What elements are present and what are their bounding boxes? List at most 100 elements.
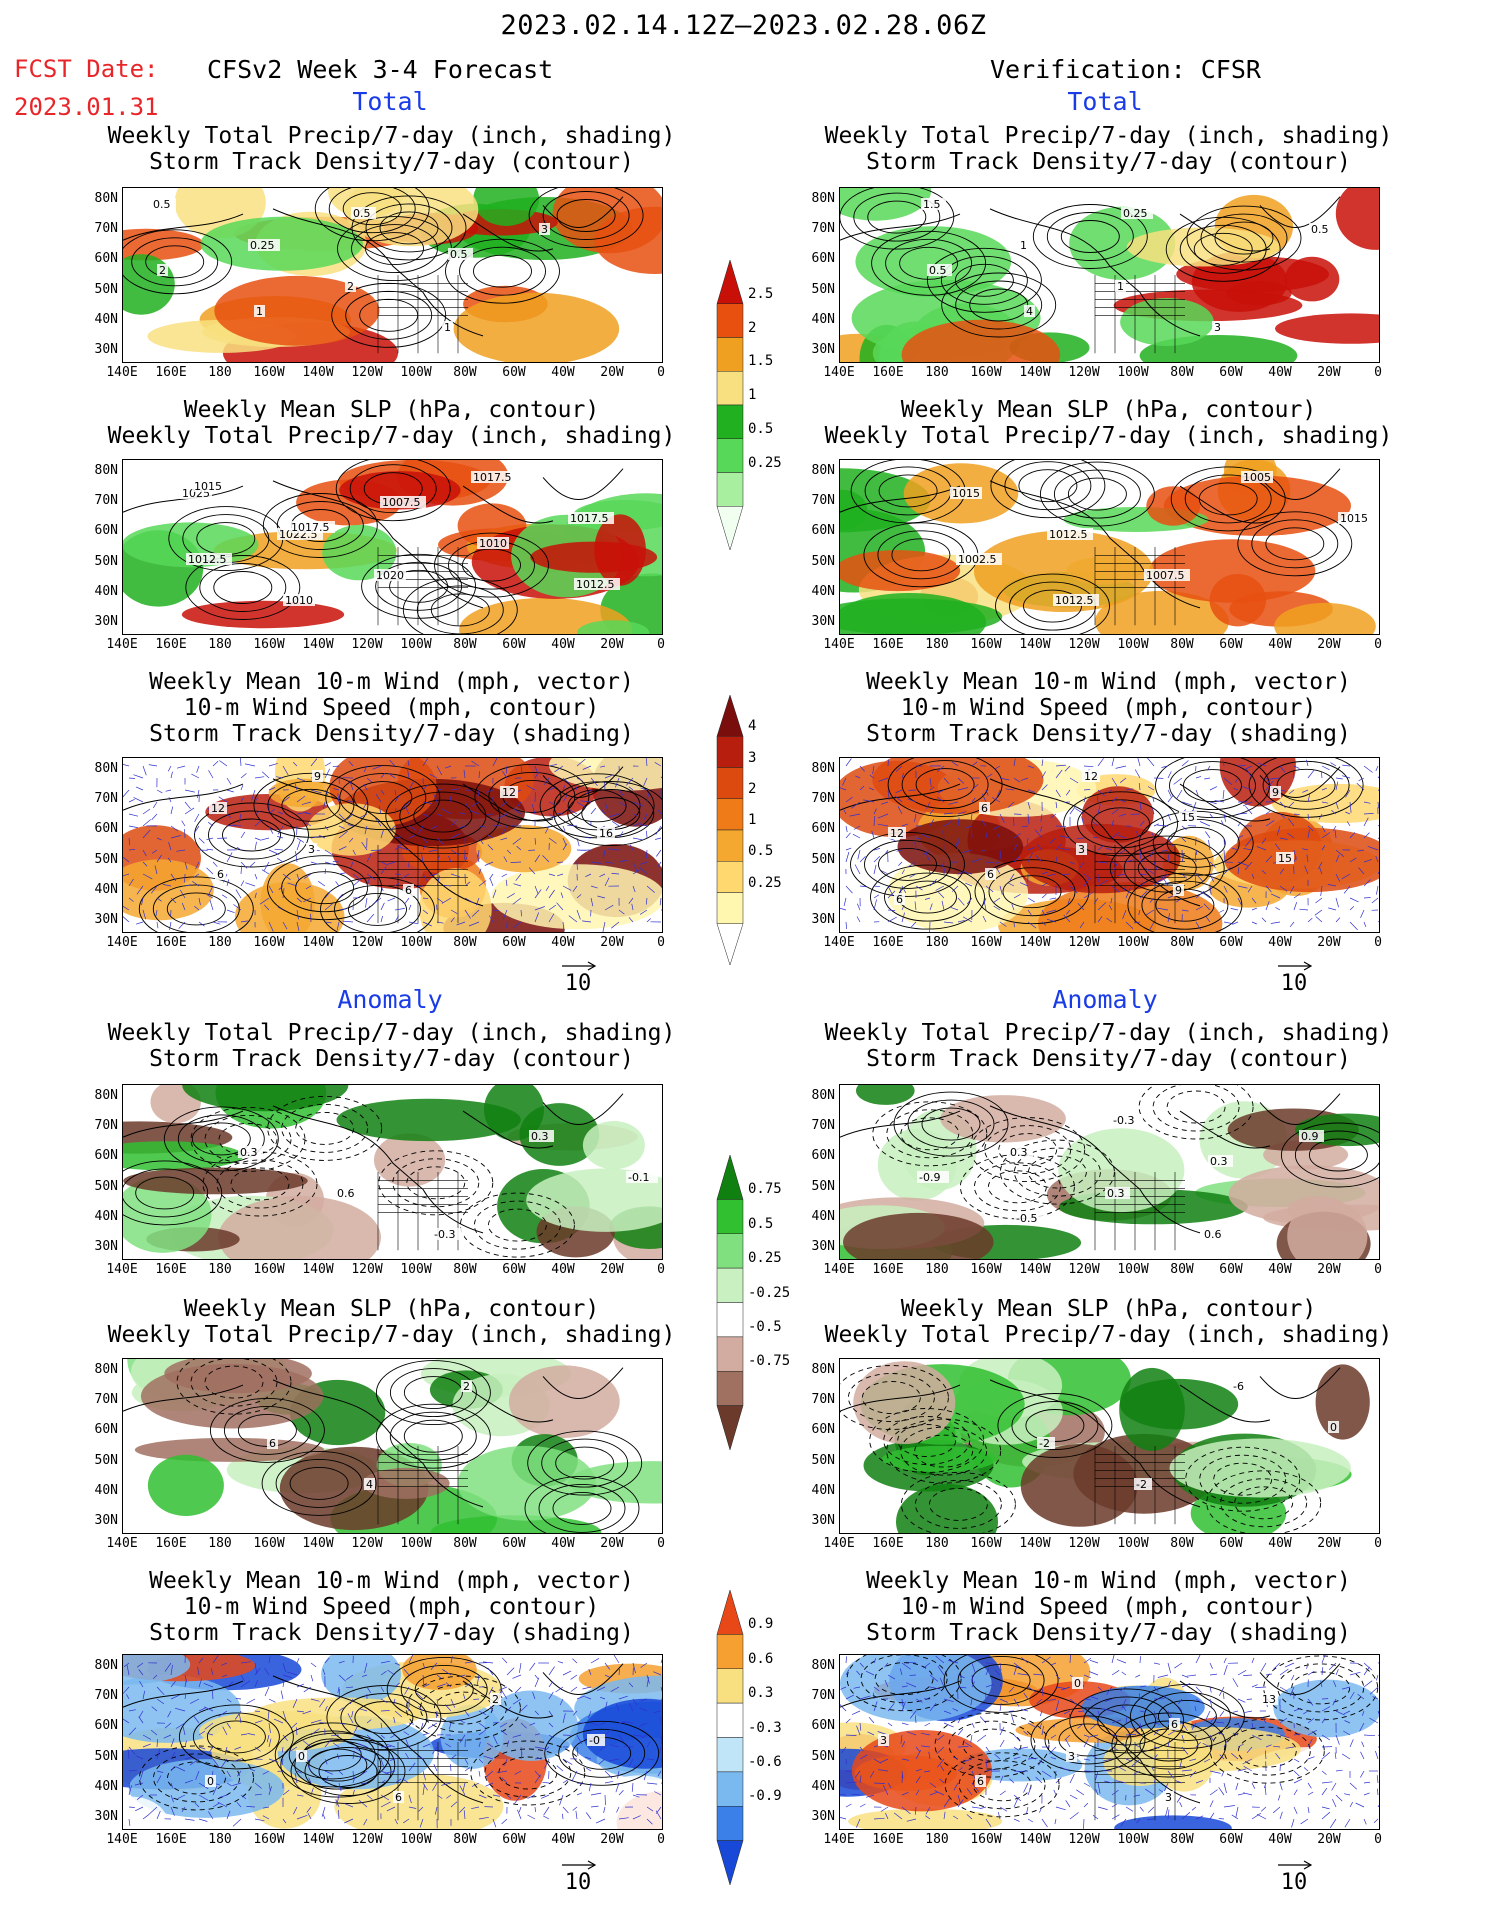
lat-label: 50N	[811, 1452, 835, 1468]
colorbar-label: 0.25	[748, 454, 782, 471]
shading-blob	[453, 292, 620, 362]
lon-label: 20W	[600, 1832, 624, 1847]
colorbar-swatch	[716, 829, 744, 862]
contour-label-bg	[345, 280, 356, 292]
lon-label: 120W	[351, 1262, 383, 1277]
coastline-outline	[123, 1367, 624, 1508]
lat-label: 30N	[811, 341, 835, 357]
contour-label-bg	[1163, 1791, 1174, 1803]
forecast-model-title: CFSv2 Week 3-4 Forecast	[207, 55, 554, 84]
colorbar-swatch	[716, 1840, 744, 1885]
lon-label: 120W	[351, 935, 383, 950]
colorbar-label: 0.5	[748, 1215, 774, 1232]
contour-label-bg	[374, 569, 406, 581]
lon-label: 40W	[551, 637, 575, 652]
panel-title-l_an_2-line1: Weekly Mean SLP (hPa, contour)	[183, 1296, 600, 1322]
contour-label: 1015	[952, 487, 980, 500]
vector-reference-arrow	[562, 961, 597, 971]
contour-label-bg	[950, 487, 982, 499]
lat-label: 80N	[94, 761, 118, 776]
lat-label: 60N	[811, 523, 835, 539]
contour-label-bg	[1066, 1750, 1077, 1762]
colorbar-label: 1.5	[748, 353, 774, 370]
lon-label: 160E	[155, 1262, 187, 1277]
lat-label: 60N	[811, 1718, 835, 1734]
lon-label: 140E	[823, 365, 855, 380]
us-state-boundaries	[1094, 547, 1185, 626]
lat-label: 40N	[811, 1482, 835, 1498]
contour-label-bg	[1309, 223, 1334, 235]
shading-blob	[234, 881, 345, 932]
lon-label: 160E	[872, 1536, 904, 1551]
shading-blob	[855, 226, 1012, 297]
lon-label: 80W	[453, 365, 477, 380]
contour-label: 9	[1272, 786, 1279, 799]
lon-label: 120W	[351, 1536, 383, 1551]
lon-label: 140E	[106, 1536, 138, 1551]
lon-label: 0	[1374, 1832, 1382, 1847]
lon-label: 160E	[155, 637, 187, 652]
contour-label: 0.3	[531, 1130, 549, 1143]
panel-title-l_an_3-line2: 10-m Wind Speed (mph, contour)	[183, 1594, 600, 1620]
lon-label: 60W	[502, 1832, 526, 1847]
contour-label: 0.5	[153, 198, 171, 211]
contour-label: 0.3	[1107, 1187, 1125, 1200]
coastline-outline	[840, 1093, 1341, 1234]
panel-title-l_pt_2-line1: Weekly Mean SLP (hPa, contour)	[183, 397, 600, 423]
contour-label: 3	[1078, 843, 1085, 856]
lat-label: 50N	[94, 1748, 118, 1764]
lon-label: 100W	[1117, 935, 1149, 950]
panel-title-r_pt_3-line2: 10-m Wind Speed (mph, contour)	[900, 695, 1317, 721]
lon-label: 0	[657, 637, 665, 652]
contour-label: -0.3	[434, 1228, 455, 1241]
colorbar-label: 0.5	[748, 420, 774, 437]
lon-label: 60W	[1219, 1536, 1243, 1551]
coastline-outline	[123, 1663, 624, 1804]
lon-label: 60W	[502, 1262, 526, 1277]
shading-blob	[872, 758, 1044, 815]
colorbar-swatch	[716, 1371, 744, 1406]
lon-label: 180	[925, 637, 949, 652]
contour-label-bg	[238, 1146, 263, 1158]
lon-label: 120W	[1068, 935, 1100, 950]
lon-label: 160E	[872, 365, 904, 380]
lon-label: 60W	[1219, 935, 1243, 950]
lon-label: 80W	[1170, 1536, 1194, 1551]
colorbar-swatch	[716, 1590, 744, 1635]
contour-label: 16	[599, 827, 613, 840]
lon-label: 120W	[351, 637, 383, 652]
lon-label: 20W	[600, 935, 624, 950]
lon-label: 0	[1374, 1536, 1382, 1551]
lon-label: 60W	[1219, 365, 1243, 380]
lat-label: 40N	[94, 583, 118, 599]
contour-label: 12	[1084, 770, 1098, 783]
colorbar-swatch	[716, 438, 744, 473]
lon-label: 40W	[551, 935, 575, 950]
lon-label: 180	[925, 1536, 949, 1551]
vector-reference-arrow	[1278, 961, 1313, 971]
lat-label: 30N	[811, 1808, 835, 1824]
lat-label: 50N	[94, 1452, 118, 1468]
contour-label-bg	[1115, 280, 1126, 292]
shading-blob	[402, 1655, 477, 1691]
lon-label: 120W	[1068, 1536, 1100, 1551]
contour-label-bg	[1134, 1478, 1152, 1490]
shading-blob	[1073, 1433, 1215, 1514]
contour-label-bg	[529, 1130, 554, 1142]
contour-label: 1.5	[923, 198, 941, 211]
contour-label-bg	[312, 770, 323, 782]
contour-label-bg	[192, 480, 224, 492]
colorbar-label: 0.6	[748, 1650, 774, 1667]
contour-label: 12	[502, 786, 516, 799]
shading-blob	[1169, 1438, 1351, 1498]
colorbar-label: 0.75	[748, 1181, 782, 1198]
lat-label: 30N	[811, 1238, 835, 1254]
lat-label: 40N	[811, 1208, 835, 1224]
colorbar-swatch	[716, 923, 744, 965]
map-panel-l_an_1: 0.3 0.6 -0.3 0.3 -0.1	[122, 1084, 663, 1260]
shading-blob	[1287, 1199, 1368, 1259]
lon-label: 100W	[1117, 1536, 1149, 1551]
lat-label: 60N	[94, 821, 118, 837]
lon-label: 100W	[400, 365, 432, 380]
vector-reference-arrow	[1278, 1860, 1313, 1870]
